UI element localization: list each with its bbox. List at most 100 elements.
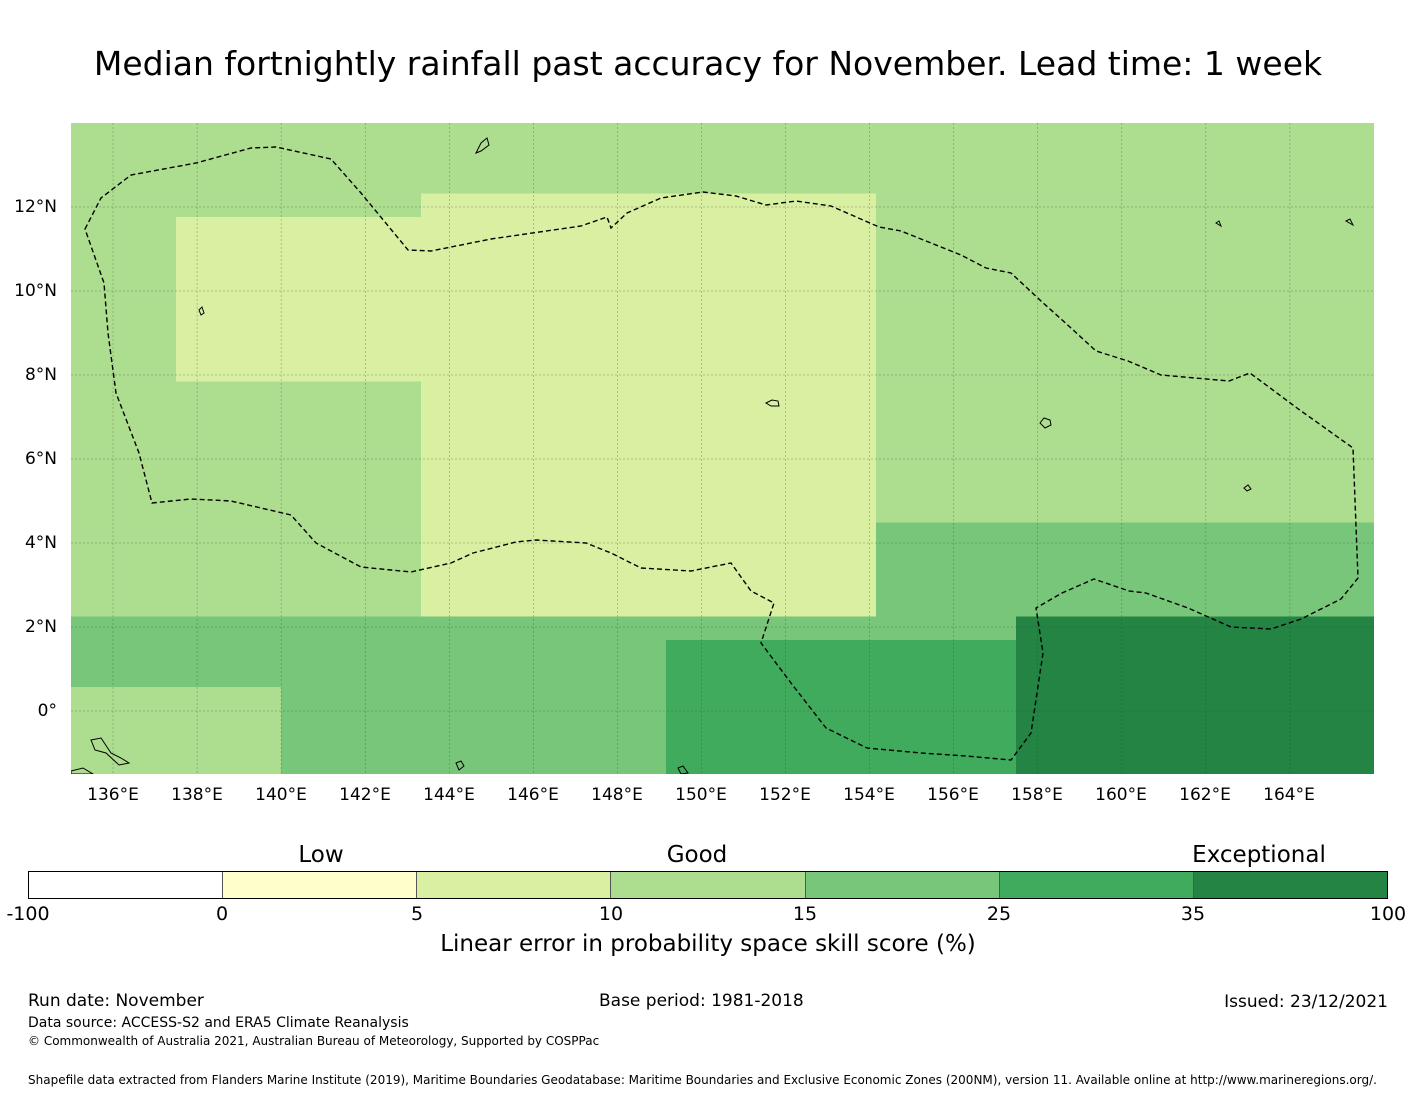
skill-cell (806, 311, 842, 335)
skill-cell (736, 640, 772, 664)
skill-cell (596, 381, 632, 406)
skill-cell (806, 264, 842, 288)
skill-cell (71, 405, 107, 429)
skill-cell (1226, 123, 1262, 147)
skill-cell (701, 146, 737, 171)
skill-cell (1051, 358, 1087, 382)
skill-cell (1051, 663, 1087, 688)
skill-cell (911, 640, 947, 664)
skill-cell (981, 663, 1017, 688)
colorbar-tick: 35 (1180, 903, 1206, 925)
skill-cell (911, 381, 947, 406)
skill-cell (106, 452, 142, 476)
category-exceptional: Exceptional (1192, 842, 1326, 868)
skill-cell (71, 334, 107, 359)
skill-cell (456, 264, 492, 288)
skill-cell (1296, 475, 1332, 500)
skill-cell (246, 663, 282, 688)
colorbar-tick: 0 (215, 903, 229, 925)
skill-cell (1261, 687, 1297, 711)
skill-cell (1366, 193, 1374, 218)
skill-cell (981, 757, 1017, 774)
skill-cell (1296, 334, 1332, 359)
skill-cell (211, 475, 247, 500)
skill-cell (526, 358, 562, 382)
skill-cell (876, 687, 912, 711)
skill-cell (421, 146, 457, 171)
skill-cell (456, 734, 492, 758)
skill-cell (316, 452, 352, 476)
skill-cell (596, 193, 632, 218)
skill-cell (1051, 710, 1087, 735)
skill-cell (421, 264, 457, 288)
skill-cell (736, 499, 772, 523)
copyright: © Commonwealth of Australia 2021, Austra… (28, 1034, 600, 1048)
colorbar-segment (29, 872, 224, 898)
skill-cell (561, 334, 597, 359)
skill-cell (946, 311, 982, 335)
skill-cell (771, 475, 807, 500)
skill-cell (106, 546, 142, 570)
skill-cell (526, 710, 562, 735)
skill-cell (106, 616, 142, 641)
skill-cell (316, 311, 352, 335)
skill-cell (806, 569, 842, 594)
eez-boundary (84, 146, 1359, 761)
skill-cell (1191, 546, 1227, 570)
skill-cell (526, 193, 562, 218)
skill-cell (876, 616, 912, 641)
skill-cell (771, 593, 807, 617)
skill-cell (246, 146, 282, 171)
skill-cell (911, 123, 947, 147)
skill-cell (1261, 193, 1297, 218)
skill-cell (1296, 687, 1332, 711)
skill-cell (841, 757, 877, 774)
skill-cell (701, 311, 737, 335)
skill-cell (876, 170, 912, 194)
skill-cell (106, 663, 142, 688)
skill-cell (71, 499, 107, 523)
skill-cell (1226, 381, 1262, 406)
skill-cell (1331, 593, 1367, 617)
skill-cell (351, 499, 387, 523)
skill-cell (736, 217, 772, 241)
skill-cell (771, 546, 807, 570)
skill-cell (1296, 522, 1332, 547)
skill-cell (456, 663, 492, 688)
skill-cell (981, 734, 1017, 758)
x-tick-label: 164°E (1263, 785, 1315, 805)
skill-cell (491, 734, 527, 758)
skill-cell (246, 170, 282, 194)
skill-cell (211, 734, 247, 758)
skill-cell (1156, 546, 1192, 570)
skill-cell (561, 569, 597, 594)
skill-cell (596, 311, 632, 335)
skill-cell (1086, 311, 1122, 335)
skill-cell (981, 358, 1017, 382)
skill-cell (736, 663, 772, 688)
skill-cell (911, 264, 947, 288)
skill-cell (1191, 734, 1227, 758)
skill-cell (981, 146, 1017, 171)
skill-cell (246, 123, 282, 147)
skill-cell (1086, 475, 1122, 500)
skill-cell (491, 452, 527, 476)
skill-cell (1086, 428, 1122, 453)
skill-cell (351, 475, 387, 500)
skill-cell (876, 546, 912, 570)
skill-cell (806, 499, 842, 523)
skill-cell (1086, 734, 1122, 758)
skill-map[interactable] (71, 123, 1374, 774)
skill-cell (911, 334, 947, 359)
skill-cell (911, 452, 947, 476)
skill-cell (981, 311, 1017, 335)
skill-cell (71, 170, 107, 194)
skill-cell (1156, 616, 1192, 641)
skill-cell (1226, 311, 1262, 335)
skill-cell (946, 546, 982, 570)
skill-cell (211, 193, 247, 218)
skill-cell (701, 687, 737, 711)
colorbar-tick: -100 (6, 903, 50, 925)
skill-cell (1086, 264, 1122, 288)
skill-cell (771, 569, 807, 594)
